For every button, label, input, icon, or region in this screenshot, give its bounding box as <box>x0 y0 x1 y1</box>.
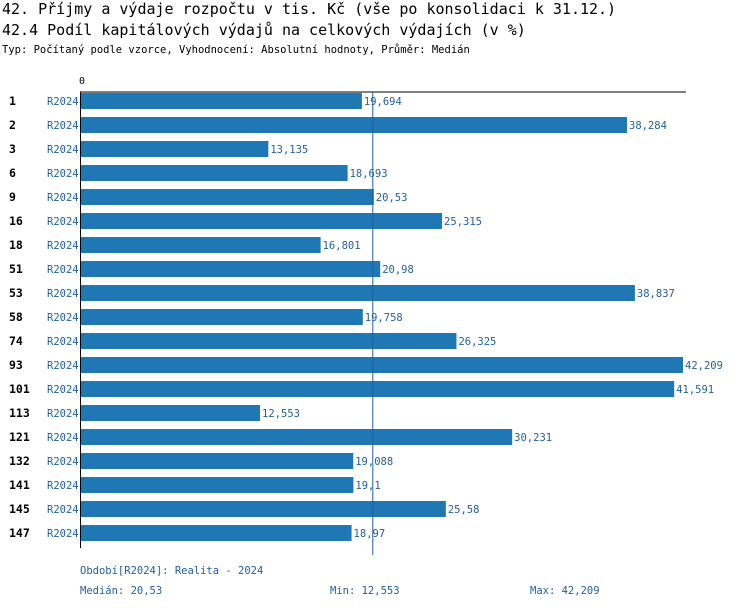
category-label: 101 <box>9 382 30 396</box>
series-label: R2024 <box>47 120 79 132</box>
value-label: 20,53 <box>376 192 408 204</box>
category-label: 18 <box>9 238 23 252</box>
bar <box>81 429 513 445</box>
value-label: 38,837 <box>637 288 675 300</box>
bar <box>81 213 443 229</box>
bar <box>81 285 635 301</box>
series-label: R2024 <box>47 528 79 540</box>
series-label: R2024 <box>47 192 79 204</box>
series-label: R2024 <box>47 432 79 444</box>
category-label: 74 <box>9 334 23 348</box>
series-label: R2024 <box>47 456 79 468</box>
page-title: 42. Příjmy a výdaje rozpočtu v tis. Kč (… <box>2 0 617 18</box>
value-label: 19,694 <box>364 96 402 108</box>
bar <box>81 165 348 181</box>
series-label: R2024 <box>47 384 79 396</box>
category-label: 93 <box>9 358 23 372</box>
category-label: 16 <box>9 214 23 228</box>
category-label: 58 <box>9 310 23 324</box>
bar <box>81 189 374 205</box>
category-label: 9 <box>9 190 16 204</box>
category-label: 6 <box>9 166 16 180</box>
series-label: R2024 <box>47 144 79 156</box>
category-label: 132 <box>9 454 30 468</box>
series-label: R2024 <box>47 336 79 348</box>
series-label: R2024 <box>47 288 79 300</box>
value-label: 19,088 <box>355 456 393 468</box>
value-label: 19,1 <box>355 480 380 492</box>
chart-info: Typ: Počítaný podle vzorce, Vyhodnocení:… <box>2 44 470 56</box>
category-label: 147 <box>9 526 30 540</box>
bar <box>81 261 381 277</box>
value-label: 38,284 <box>629 120 667 132</box>
value-label: 41,591 <box>676 384 714 396</box>
series-label: R2024 <box>47 480 79 492</box>
value-label: 25,315 <box>444 216 482 228</box>
category-label: 3 <box>9 142 16 156</box>
series-label: R2024 <box>47 96 79 108</box>
bar <box>81 525 352 541</box>
series-label: R2024 <box>47 504 79 516</box>
bar <box>81 309 363 325</box>
series-label: R2024 <box>47 360 79 372</box>
value-label: 25,58 <box>448 504 480 516</box>
category-label: 145 <box>9 502 30 516</box>
value-label: 20,98 <box>382 264 414 276</box>
bar <box>81 237 321 253</box>
series-label: R2024 <box>47 264 79 276</box>
value-label: 12,553 <box>262 408 300 420</box>
category-label: 51 <box>9 262 23 276</box>
bar <box>81 357 683 373</box>
value-label: 19,758 <box>365 312 403 324</box>
value-label: 13,135 <box>270 144 308 156</box>
value-label: 18,693 <box>350 168 388 180</box>
series-label: R2024 <box>47 408 79 420</box>
footer-period: Období[R2024]: Realita - 2024 <box>80 565 264 577</box>
value-label: 26,325 <box>458 336 496 348</box>
series-label: R2024 <box>47 168 79 180</box>
bar <box>81 453 354 469</box>
bar <box>81 501 446 517</box>
category-label: 121 <box>9 430 30 444</box>
value-label: 42,209 <box>685 360 723 372</box>
category-label: 2 <box>9 118 16 132</box>
x-tick-label: 0 <box>79 76 85 87</box>
bar <box>81 477 354 493</box>
bar <box>81 381 675 397</box>
footer-median: Medián: 20,53 <box>80 585 163 597</box>
bar <box>81 93 362 109</box>
value-label: 30,231 <box>514 432 552 444</box>
series-label: R2024 <box>47 216 79 228</box>
bar <box>81 333 457 349</box>
bar <box>81 141 269 157</box>
value-label: 16,801 <box>323 240 361 252</box>
bar <box>81 117 628 133</box>
chart-title: 42.4 Podíl kapitálových výdajů na celkov… <box>2 21 526 39</box>
category-label: 113 <box>9 406 30 420</box>
category-label: 141 <box>9 478 30 492</box>
footer-min: Min: 12,553 <box>330 585 400 597</box>
series-label: R2024 <box>47 240 79 252</box>
category-label: 1 <box>9 94 16 108</box>
series-label: R2024 <box>47 312 79 324</box>
category-label: 53 <box>9 286 23 300</box>
footer-max: Max: 42,209 <box>530 585 600 597</box>
bar <box>81 405 261 421</box>
value-label: 18,97 <box>354 528 386 540</box>
